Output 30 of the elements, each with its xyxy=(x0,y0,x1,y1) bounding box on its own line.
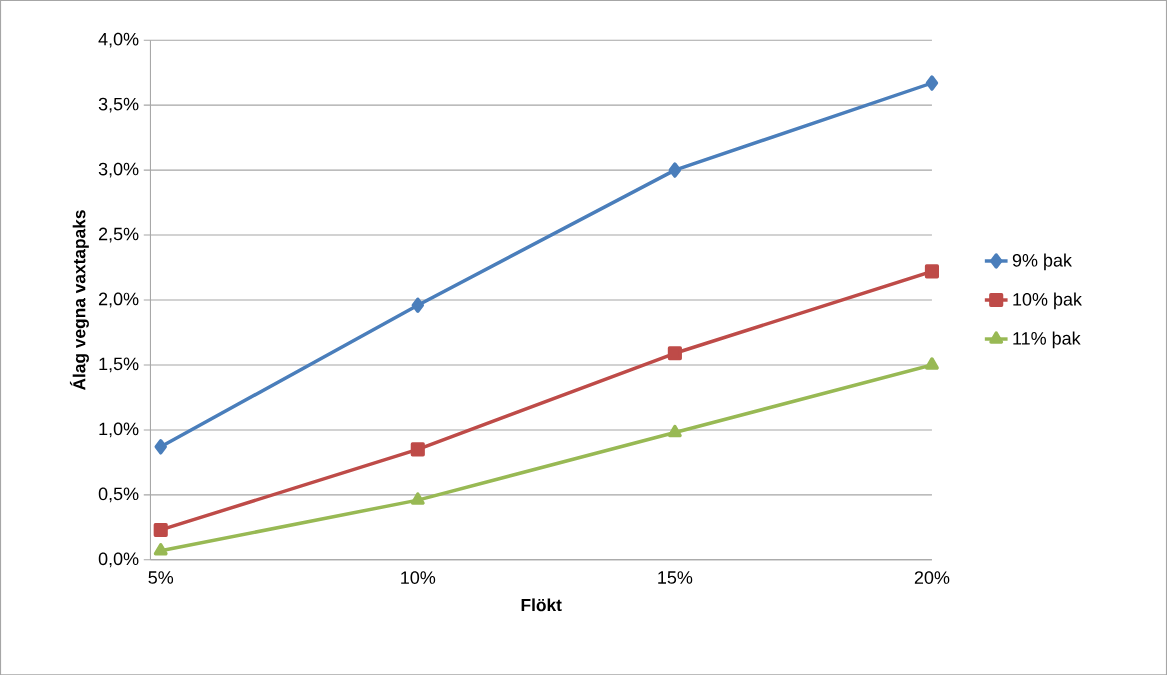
point xyxy=(667,424,682,438)
point xyxy=(410,442,425,457)
y-tick-label: 3,0% xyxy=(98,162,139,178)
point xyxy=(154,438,167,455)
x-tick-label: 5% xyxy=(148,571,174,584)
legend-label: 10% þak xyxy=(1013,292,1082,310)
point xyxy=(153,542,168,556)
y-tick-label: 0,5% xyxy=(98,487,139,503)
x-axis-title: Flökt xyxy=(521,598,562,611)
x-tick-label: 15% xyxy=(658,571,693,584)
y-tick-label: 4,0% xyxy=(98,32,139,48)
point xyxy=(925,75,939,91)
point xyxy=(153,522,168,537)
y-tick-label: 3,5% xyxy=(98,97,139,113)
point xyxy=(411,297,425,313)
y-tick-label: 2,0% xyxy=(98,292,139,308)
y-tick-label: 1,5% xyxy=(99,357,139,373)
y-tick-label: 2,5% xyxy=(98,227,139,243)
point xyxy=(668,162,682,178)
point xyxy=(925,357,939,370)
y-tick-label: 1,0% xyxy=(99,422,139,438)
legend-label: 9% þak xyxy=(1012,253,1072,271)
x-tick-label: 10% xyxy=(401,571,436,584)
y-tick-label: 0,0% xyxy=(98,552,139,568)
point xyxy=(667,346,682,361)
x-tick-label: 20% xyxy=(914,571,950,584)
y-axis-title: Álag vegna vaxtapaks xyxy=(69,210,89,390)
point xyxy=(924,264,939,279)
legend-label: 11% þak xyxy=(1013,331,1081,349)
point xyxy=(410,492,425,505)
